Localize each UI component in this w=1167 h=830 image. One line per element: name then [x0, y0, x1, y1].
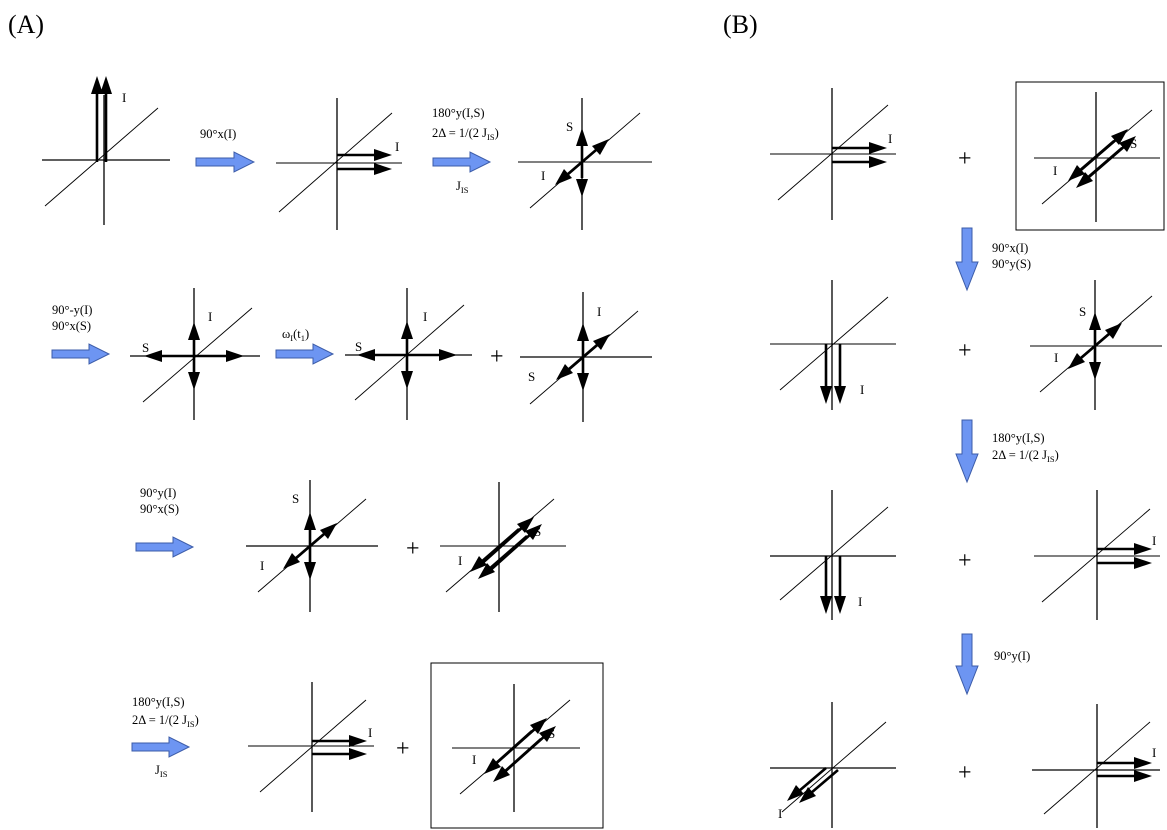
op-omega-t1: ωI(t1)	[282, 327, 309, 343]
op-180y-is: 180°y(I,S)	[992, 431, 1045, 445]
a2-frame-1: I S	[130, 288, 260, 420]
a1-frame-1: I	[42, 76, 170, 225]
a4-result-boxed: S I	[430, 662, 604, 829]
plus-sign: +	[958, 548, 972, 574]
op-90x-i: 90°x(I)	[200, 127, 236, 141]
a1-arrow-1: 90°x(I)	[195, 127, 256, 173]
op-90x-s: 90°x(S)	[52, 319, 91, 333]
op-delay: 2Δ = 1/(2 JIS)	[432, 126, 499, 142]
op-90-minus-y-i: 90°-y(I)	[52, 303, 92, 317]
label-i: I	[122, 90, 126, 105]
label-s: S	[1130, 136, 1137, 151]
a2-arrow-2: ωI(t1)	[275, 327, 335, 365]
label-i: I	[208, 309, 212, 324]
label-i: I	[1152, 745, 1156, 760]
label-i: I	[1054, 350, 1058, 365]
label-s: S	[548, 726, 555, 741]
a4-arrow-1: 180°y(I,S) 2Δ = 1/(2 JIS) JIS	[131, 695, 199, 779]
label-s: S	[292, 491, 299, 506]
label-i: I	[541, 168, 545, 183]
a3-arrow-1: 90°y(I) 90°x(S)	[135, 486, 195, 558]
op-delay: 2Δ = 1/(2 JIS)	[132, 713, 199, 729]
b3-frame-1: I	[770, 490, 896, 620]
label-i: I	[860, 382, 864, 397]
b4-frame-2: I	[1032, 704, 1160, 828]
label-s: S	[534, 524, 541, 539]
plus-sign: +	[958, 146, 972, 172]
b3-frame-2: I	[1034, 490, 1160, 620]
label-s: S	[355, 339, 362, 354]
a3-frame-1: S I	[246, 480, 378, 612]
a3-frame-2: S I	[440, 482, 566, 612]
a4-frame-1: I	[248, 682, 374, 812]
panel-label-b: (B)	[723, 10, 758, 39]
b1-result-boxed: S I	[1015, 81, 1165, 231]
label-i: I	[423, 309, 427, 324]
a2-arrow-1: 90°-y(I) 90°x(S)	[51, 303, 111, 365]
a2-frame-2: I S	[345, 288, 472, 420]
plus-sign: +	[396, 736, 410, 762]
op-90y-i: 90°y(I)	[994, 649, 1030, 663]
label-s: S	[566, 119, 573, 134]
label-i: I	[395, 139, 399, 154]
label-s: S	[528, 369, 535, 384]
label-s: S	[142, 340, 149, 355]
plus-sign: +	[406, 536, 420, 562]
op-90x-s: 90°x(S)	[140, 502, 179, 516]
label-i: I	[368, 725, 372, 740]
b1-frame-1: I	[770, 88, 896, 220]
label-i: I	[597, 304, 601, 319]
a1-frame-3: S I	[518, 98, 652, 230]
op-delay: 2Δ = 1/(2 JIS)	[992, 448, 1059, 464]
label-s: S	[1079, 304, 1086, 319]
b4-frame-1: I	[770, 702, 896, 828]
plus-sign: +	[958, 338, 972, 364]
op-coupling-j: JIS	[456, 179, 469, 195]
label-i: I	[458, 553, 462, 568]
op-180y-is: 180°y(I,S)	[132, 695, 185, 709]
label-i: I	[1152, 533, 1156, 548]
label-i: I	[1053, 163, 1057, 178]
label-i: I	[778, 806, 782, 821]
b2-frame-1: I	[770, 280, 896, 410]
label-i: I	[858, 594, 862, 609]
op-90y-i: 90°y(I)	[140, 486, 176, 500]
op-180y-is: 180°y(I,S)	[432, 106, 485, 120]
op-90x-i: 90°x(I)	[992, 241, 1028, 255]
plus-sign: +	[490, 344, 504, 370]
op-90y-s: 90°y(S)	[992, 257, 1031, 271]
panel-label-a: (A)	[8, 10, 45, 39]
label-i: I	[888, 131, 892, 146]
a1-arrow-2: 180°y(I,S) 2Δ = 1/(2 JIS) JIS	[432, 106, 499, 195]
a1-frame-2: I	[276, 98, 402, 230]
b-arrow-1: 90°x(I) 90°y(S)	[955, 227, 1031, 292]
label-i: I	[472, 752, 476, 767]
b-arrow-2: 180°y(I,S) 2Δ = 1/(2 JIS)	[955, 419, 1059, 484]
a2-frame-3: I S	[520, 292, 652, 422]
b2-frame-2: S I	[1030, 280, 1162, 410]
b-arrow-3: 90°y(I)	[955, 633, 1030, 696]
op-coupling-j: JIS	[155, 763, 168, 779]
plus-sign: +	[958, 760, 972, 786]
label-i: I	[260, 558, 264, 573]
